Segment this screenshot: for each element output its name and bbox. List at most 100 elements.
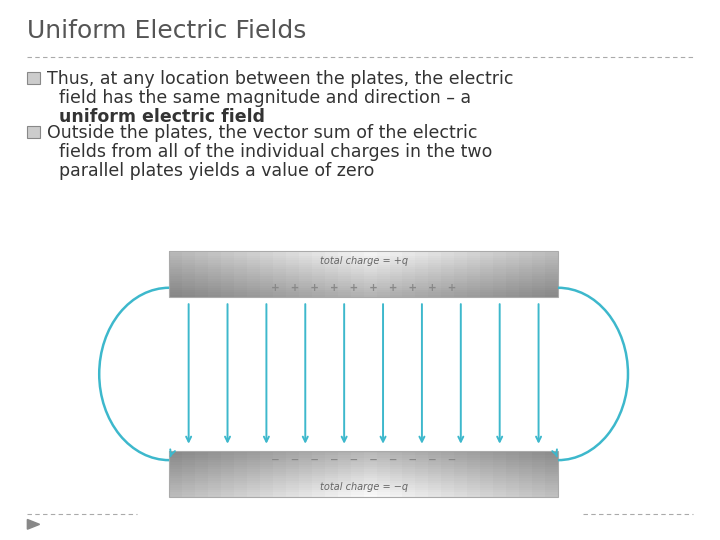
Bar xyxy=(545,481,558,483)
Bar xyxy=(441,453,454,455)
Bar xyxy=(402,460,415,462)
Bar xyxy=(428,251,441,253)
Bar xyxy=(377,267,390,269)
Bar xyxy=(351,485,364,488)
Bar xyxy=(545,253,558,255)
Bar xyxy=(234,272,247,274)
Bar xyxy=(208,265,221,267)
Bar xyxy=(169,451,558,497)
Bar xyxy=(351,272,364,274)
Bar xyxy=(312,290,325,293)
Bar xyxy=(208,460,221,462)
Bar xyxy=(506,269,519,272)
Bar xyxy=(169,281,182,283)
Bar xyxy=(260,483,273,485)
Bar xyxy=(286,267,299,269)
Bar xyxy=(234,281,247,283)
Bar xyxy=(519,481,532,483)
Bar xyxy=(390,265,402,267)
Bar xyxy=(532,274,545,276)
Bar xyxy=(299,462,312,464)
Bar xyxy=(402,476,415,478)
Bar xyxy=(441,481,454,483)
Bar xyxy=(208,293,221,295)
Bar xyxy=(260,455,273,458)
Bar xyxy=(169,293,182,295)
Bar xyxy=(519,474,532,476)
Bar xyxy=(467,251,480,253)
Bar xyxy=(195,474,208,476)
Bar xyxy=(493,295,506,297)
Bar xyxy=(195,455,208,458)
Bar xyxy=(247,286,260,288)
Bar xyxy=(532,265,545,267)
Bar xyxy=(325,453,338,455)
Bar xyxy=(169,251,182,253)
Bar xyxy=(480,274,493,276)
Bar xyxy=(286,478,299,481)
Bar xyxy=(402,283,415,286)
Bar xyxy=(467,272,480,274)
Bar xyxy=(454,262,467,265)
Bar xyxy=(247,256,260,258)
Bar xyxy=(402,495,415,497)
Bar xyxy=(402,458,415,460)
Bar xyxy=(506,274,519,276)
Bar xyxy=(519,478,532,481)
Bar xyxy=(208,274,221,276)
Bar xyxy=(195,267,208,269)
Bar xyxy=(312,253,325,255)
Bar xyxy=(454,481,467,483)
Bar xyxy=(415,471,428,474)
Bar xyxy=(454,281,467,283)
Bar xyxy=(195,478,208,481)
Bar xyxy=(351,476,364,478)
Bar xyxy=(247,464,260,467)
Bar xyxy=(532,460,545,462)
Bar xyxy=(221,276,234,279)
Bar xyxy=(545,455,558,458)
Bar xyxy=(286,279,299,281)
Bar xyxy=(441,462,454,464)
Bar xyxy=(234,483,247,485)
Bar xyxy=(428,455,441,458)
Bar xyxy=(234,293,247,295)
Bar xyxy=(467,490,480,492)
Bar xyxy=(312,293,325,295)
Bar xyxy=(169,474,182,476)
Bar xyxy=(364,451,377,453)
Bar xyxy=(338,481,351,483)
Bar xyxy=(260,464,273,467)
Bar xyxy=(273,485,286,488)
Bar xyxy=(390,492,402,495)
Bar xyxy=(428,279,441,281)
Bar xyxy=(467,460,480,462)
Bar xyxy=(428,290,441,293)
Bar xyxy=(234,476,247,478)
Bar xyxy=(480,295,493,297)
Bar xyxy=(247,478,260,481)
Bar xyxy=(519,279,532,281)
Bar xyxy=(338,269,351,272)
Bar xyxy=(208,474,221,476)
Bar xyxy=(519,453,532,455)
Bar xyxy=(260,492,273,495)
Bar xyxy=(441,471,454,474)
Bar xyxy=(364,253,377,255)
Bar xyxy=(338,455,351,458)
Bar xyxy=(364,467,377,469)
Bar xyxy=(299,286,312,288)
Bar xyxy=(545,293,558,295)
Bar xyxy=(454,256,467,258)
Bar xyxy=(402,281,415,283)
Bar xyxy=(208,488,221,490)
Bar xyxy=(519,471,532,474)
Bar xyxy=(312,256,325,258)
Bar xyxy=(377,279,390,281)
Bar xyxy=(208,262,221,265)
Bar xyxy=(480,251,493,253)
Bar xyxy=(532,458,545,460)
Bar xyxy=(221,490,234,492)
Bar xyxy=(532,279,545,281)
Bar xyxy=(260,453,273,455)
